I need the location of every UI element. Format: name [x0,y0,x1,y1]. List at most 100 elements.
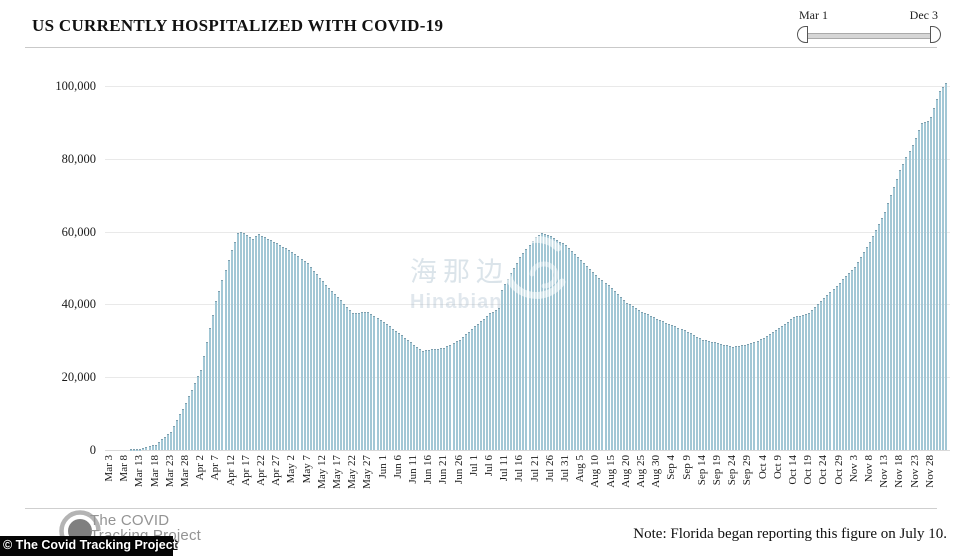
bar [459,340,461,450]
bar [170,432,172,450]
slider-start-label: Mar 1 [799,8,828,22]
x-tick-label: Mar 23 [164,455,176,488]
bar [790,319,792,450]
bar [535,237,537,450]
bar [617,294,619,450]
bar [225,270,227,450]
x-tick-label: Apr 7 [209,455,221,481]
bar [209,328,211,450]
bar [863,252,865,450]
bar [413,345,415,450]
bar [595,275,597,450]
bar [814,307,816,450]
x-tick-label: Apr 12 [225,455,237,486]
bar [650,316,652,450]
bar [261,236,263,450]
x-tick-label: Aug 15 [605,455,617,488]
bar [395,331,397,450]
slider-track[interactable] [802,33,938,39]
bar [149,446,151,450]
x-tick-label: Mar 18 [149,455,161,488]
bar [702,340,704,450]
bar [717,343,719,450]
x-tick-label: May 17 [331,455,343,489]
bar [924,122,926,450]
x-tick-label: Nov 13 [878,455,890,488]
bar [392,329,394,450]
y-tick-label: 40,000 [61,297,96,312]
bar [416,347,418,450]
x-tick-label: Jul 16 [513,455,525,482]
bar [811,310,813,450]
bar [386,324,388,450]
x-tick-label: Jun 1 [377,455,389,479]
bar [449,345,451,450]
bar [772,332,774,450]
bar [139,449,141,451]
x-tick-label: Aug 10 [589,455,601,488]
bar [215,301,217,450]
bar [513,268,515,450]
bar [510,273,512,450]
bar [641,312,643,450]
x-tick-label: Jun 21 [437,455,449,485]
bar [401,335,403,450]
bar [896,179,898,450]
bar [407,340,409,450]
bar [489,313,491,450]
x-tick-label: Apr 17 [240,455,252,486]
x-tick-label: Sep 19 [711,455,723,486]
bar [656,319,658,450]
bar [905,157,907,450]
copyright-banner: © The Covid Tracking Project [0,536,177,556]
bar [258,234,260,450]
bar [474,326,476,450]
bar [425,350,427,450]
bar [462,337,464,450]
slider-handle-end[interactable] [930,26,941,43]
bar [410,342,412,450]
x-tick-label: Jun 6 [392,455,404,479]
slider-end-label: Dec 3 [909,8,938,22]
bar [532,241,534,450]
footnote: Note: Florida began reporting this figur… [633,526,947,542]
bar [696,337,698,450]
bar [632,306,634,450]
bar [757,341,759,450]
bar [434,349,436,450]
bar [297,256,299,450]
gridline [105,231,950,233]
bar [614,291,616,450]
x-tick-label: Jul 1 [468,455,480,477]
bar [684,330,686,450]
bar [936,99,938,450]
bar [544,234,546,450]
bar [237,233,239,450]
bar [340,300,342,450]
x-tick-label: Jul 21 [529,455,541,482]
x-tick-label: Nov 3 [848,455,860,483]
bar [203,356,205,450]
bar [820,301,822,450]
bar [252,239,254,450]
x-tick-label: Jul 31 [559,455,571,482]
bar [516,263,518,450]
bar [188,396,190,450]
bar [541,233,543,450]
bar [729,346,731,450]
bar [480,321,482,450]
x-tick-label: Aug 20 [620,455,632,488]
title-divider [25,47,937,48]
y-tick-label: 80,000 [61,151,96,166]
bar [431,349,433,450]
bar [854,267,856,450]
bar [671,325,673,450]
slider-handle-start[interactable] [797,26,808,43]
bar [255,236,257,450]
bar [270,240,272,450]
bar [611,288,613,450]
page-title: US CURRENTLY HOSPITALIZED WITH COVID-19 [32,16,444,35]
bar [334,294,336,450]
gridline [105,377,950,379]
